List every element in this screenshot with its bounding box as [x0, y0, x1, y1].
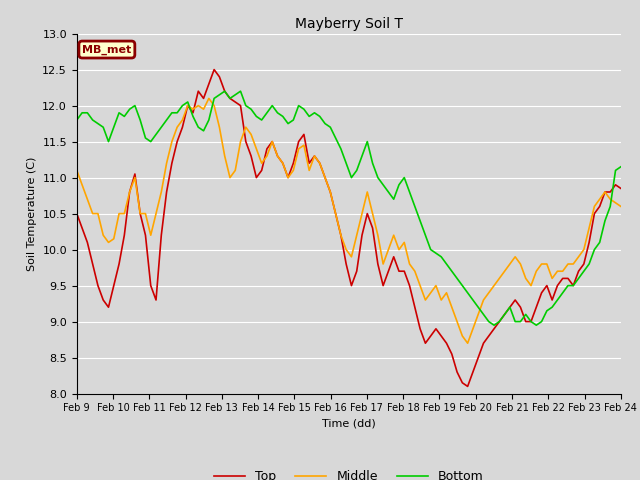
- Middle: [606, 196, 614, 202]
- Line: Top: Top: [77, 70, 621, 386]
- Middle: [89, 211, 97, 216]
- Top: [464, 384, 472, 389]
- Bottom: [211, 96, 218, 101]
- Middle: [216, 124, 223, 130]
- Top: [580, 261, 588, 267]
- Bottom: [89, 117, 97, 123]
- Line: Middle: Middle: [77, 98, 621, 343]
- Text: MB_met: MB_met: [82, 44, 131, 55]
- Middle: [73, 168, 81, 173]
- Line: Bottom: Bottom: [77, 91, 621, 325]
- Top: [216, 74, 223, 80]
- X-axis label: Time (dd): Time (dd): [322, 419, 376, 429]
- Top: [348, 283, 355, 288]
- Title: Mayberry Soil T: Mayberry Soil T: [295, 17, 403, 31]
- Bottom: [606, 204, 614, 209]
- Bottom: [237, 88, 244, 94]
- Middle: [237, 139, 244, 144]
- Bottom: [580, 268, 588, 274]
- Middle: [464, 340, 472, 346]
- Top: [237, 103, 244, 108]
- Bottom: [73, 117, 81, 123]
- Y-axis label: Soil Temperature (C): Soil Temperature (C): [27, 156, 36, 271]
- Bottom: [490, 323, 498, 328]
- Top: [617, 186, 625, 192]
- Bottom: [348, 175, 355, 180]
- Middle: [580, 247, 588, 252]
- Middle: [617, 204, 625, 209]
- Legend: Top, Middle, Bottom: Top, Middle, Bottom: [209, 465, 488, 480]
- Middle: [348, 254, 355, 260]
- Bottom: [617, 164, 625, 169]
- Bottom: [221, 88, 228, 94]
- Top: [73, 211, 81, 216]
- Top: [89, 261, 97, 267]
- Middle: [205, 96, 212, 101]
- Top: [211, 67, 218, 72]
- Top: [606, 189, 614, 195]
